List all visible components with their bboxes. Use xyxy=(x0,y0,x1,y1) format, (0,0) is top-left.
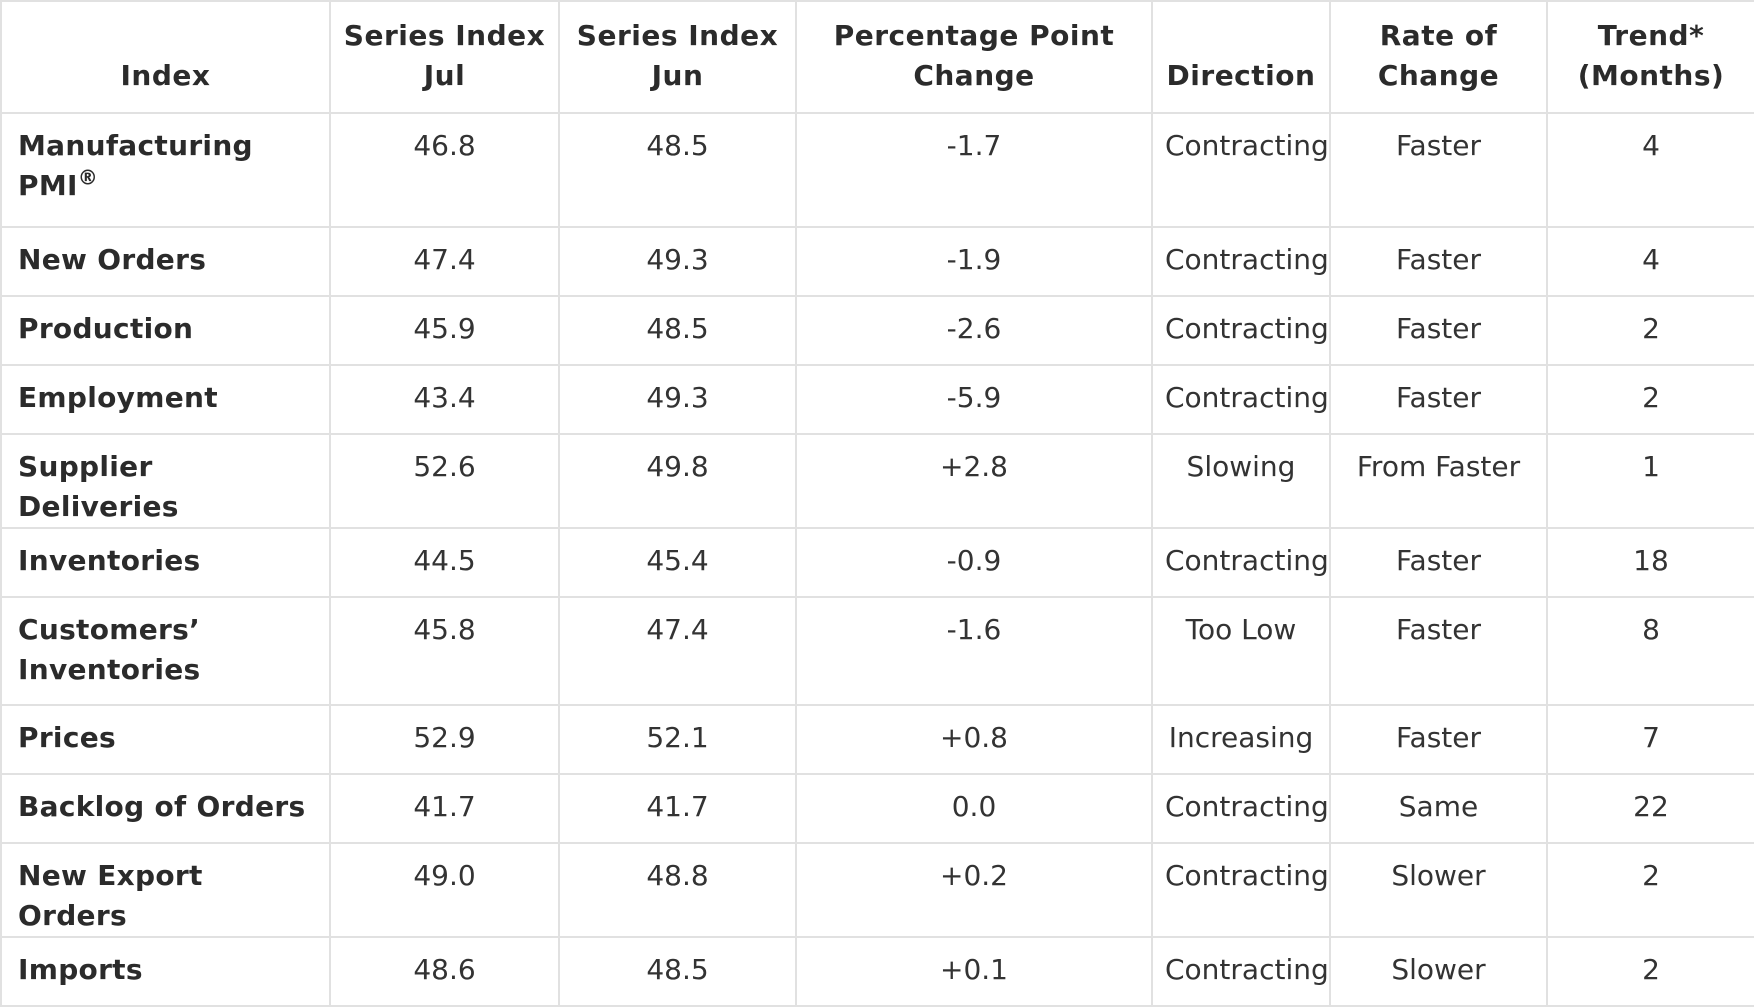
jun-value-cell: 47.4 xyxy=(558,596,797,706)
trend-cell: 4 xyxy=(1546,112,1754,228)
trend-cell: 18 xyxy=(1546,527,1754,598)
direction-cell: Contracting xyxy=(1151,295,1331,366)
change-value-cell: +0.2 xyxy=(795,842,1153,938)
index-name-cell: Customers’ Inventories xyxy=(0,596,331,706)
jul-value-cell: 41.7 xyxy=(329,773,560,844)
index-name-cell: Backlog of Orders xyxy=(0,773,331,844)
header-series-index-jul: Series Index Jul xyxy=(329,0,560,114)
change-value-cell: -1.7 xyxy=(795,112,1153,228)
trend-cell: 2 xyxy=(1546,936,1754,1007)
index-name-cell: New Export Orders xyxy=(0,842,331,938)
jun-value-cell: 45.4 xyxy=(558,527,797,598)
header-index: Index xyxy=(0,0,331,114)
jul-value-cell: 52.9 xyxy=(329,704,560,775)
trend-cell: 4 xyxy=(1546,226,1754,297)
jun-value-cell: 49.3 xyxy=(558,364,797,435)
jun-value-cell: 49.8 xyxy=(558,433,797,529)
direction-cell: Too Low xyxy=(1151,596,1331,706)
rate-cell: Faster xyxy=(1329,112,1548,228)
jul-value-cell: 48.6 xyxy=(329,936,560,1007)
rate-cell: Faster xyxy=(1329,364,1548,435)
index-name-cell: Manufacturing PMI® xyxy=(0,112,331,228)
index-name-cell: Employment xyxy=(0,364,331,435)
header-rate-of-change: Rate of Change xyxy=(1329,0,1548,114)
trend-cell: 8 xyxy=(1546,596,1754,706)
table-row: New Orders 47.4 49.3 -1.9 Contracting Fa… xyxy=(0,226,1754,297)
change-value-cell: +2.8 xyxy=(795,433,1153,529)
rate-cell: Faster xyxy=(1329,226,1548,297)
jun-value-cell: 52.1 xyxy=(558,704,797,775)
direction-cell: Contracting xyxy=(1151,364,1331,435)
header-trend-months: Trend* (Months) xyxy=(1546,0,1754,114)
table-row: Prices 52.9 52.1 +0.8 Increasing Faster … xyxy=(0,704,1754,775)
jun-value-cell: 48.5 xyxy=(558,112,797,228)
rate-cell: From Faster xyxy=(1329,433,1548,529)
rate-cell: Slower xyxy=(1329,842,1548,938)
header-row: Index Series Index Jul Series Index Jun Pe… xyxy=(0,0,1754,114)
index-name-cell: Prices xyxy=(0,704,331,775)
jun-value-cell: 49.3 xyxy=(558,226,797,297)
direction-cell: Contracting xyxy=(1151,842,1331,938)
change-value-cell: -2.6 xyxy=(795,295,1153,366)
trend-cell: 2 xyxy=(1546,295,1754,366)
jun-value-cell: 48.5 xyxy=(558,936,797,1007)
direction-cell: Increasing xyxy=(1151,704,1331,775)
change-value-cell: -1.9 xyxy=(795,226,1153,297)
jul-value-cell: 44.5 xyxy=(329,527,560,598)
change-value-cell: -5.9 xyxy=(795,364,1153,435)
jul-value-cell: 45.8 xyxy=(329,596,560,706)
change-value-cell: +0.8 xyxy=(795,704,1153,775)
header-percentage-point-change: Percentage Point Change xyxy=(795,0,1153,114)
jun-value-cell: 41.7 xyxy=(558,773,797,844)
table-row: Production 45.9 48.5 -2.6 Contracting Fa… xyxy=(0,295,1754,366)
direction-cell: Slowing xyxy=(1151,433,1331,529)
trend-cell: 2 xyxy=(1546,842,1754,938)
table-row: New Export Orders 49.0 48.8 +0.2 Contrac… xyxy=(0,842,1754,938)
jul-value-cell: 49.0 xyxy=(329,842,560,938)
header-direction: Direction xyxy=(1151,0,1331,114)
table-row: Manufacturing PMI® 46.8 48.5 -1.7 Contra… xyxy=(0,112,1754,228)
direction-cell: Contracting xyxy=(1151,527,1331,598)
rate-cell: Slower xyxy=(1329,936,1548,1007)
jul-value-cell: 43.4 xyxy=(329,364,560,435)
jun-value-cell: 48.8 xyxy=(558,842,797,938)
table-row: Inventories 44.5 45.4 -0.9 Contracting F… xyxy=(0,527,1754,598)
rate-cell: Same xyxy=(1329,773,1548,844)
trend-cell: 2 xyxy=(1546,364,1754,435)
table-row: Supplier Deliveries 52.6 49.8 +2.8 Slowi… xyxy=(0,433,1754,529)
index-name-cell: Production xyxy=(0,295,331,366)
change-value-cell: -1.6 xyxy=(795,596,1153,706)
trend-cell: 1 xyxy=(1546,433,1754,529)
rate-cell: Faster xyxy=(1329,295,1548,366)
direction-cell: Contracting xyxy=(1151,936,1331,1007)
table-row: Employment 43.4 49.3 -5.9 Contracting Fa… xyxy=(0,364,1754,435)
table-row: Imports 48.6 48.5 +0.1 Contracting Slowe… xyxy=(0,936,1754,1007)
jul-value-cell: 45.9 xyxy=(329,295,560,366)
jul-value-cell: 52.6 xyxy=(329,433,560,529)
rate-cell: Faster xyxy=(1329,527,1548,598)
index-name-cell: New Orders xyxy=(0,226,331,297)
direction-cell: Contracting xyxy=(1151,112,1331,228)
change-value-cell: -0.9 xyxy=(795,527,1153,598)
rate-cell: Faster xyxy=(1329,704,1548,775)
table-row: Backlog of Orders 41.7 41.7 0.0 Contract… xyxy=(0,773,1754,844)
change-value-cell: +0.1 xyxy=(795,936,1153,1007)
jun-value-cell: 48.5 xyxy=(558,295,797,366)
direction-cell: Contracting xyxy=(1151,226,1331,297)
table-row: Customers’ Inventories 45.8 47.4 -1.6 To… xyxy=(0,596,1754,706)
trend-cell: 22 xyxy=(1546,773,1754,844)
direction-cell: Contracting xyxy=(1151,773,1331,844)
index-name-cell: Supplier Deliveries xyxy=(0,433,331,529)
header-series-index-jun: Series Index Jun xyxy=(558,0,797,114)
trend-cell: 7 xyxy=(1546,704,1754,775)
change-value-cell: 0.0 xyxy=(795,773,1153,844)
jul-value-cell: 46.8 xyxy=(329,112,560,228)
jul-value-cell: 47.4 xyxy=(329,226,560,297)
index-name-cell: Imports xyxy=(0,936,331,1007)
index-name-cell: Inventories xyxy=(0,527,331,598)
registered-mark: ® xyxy=(77,165,99,190)
rate-cell: Faster xyxy=(1329,596,1548,706)
